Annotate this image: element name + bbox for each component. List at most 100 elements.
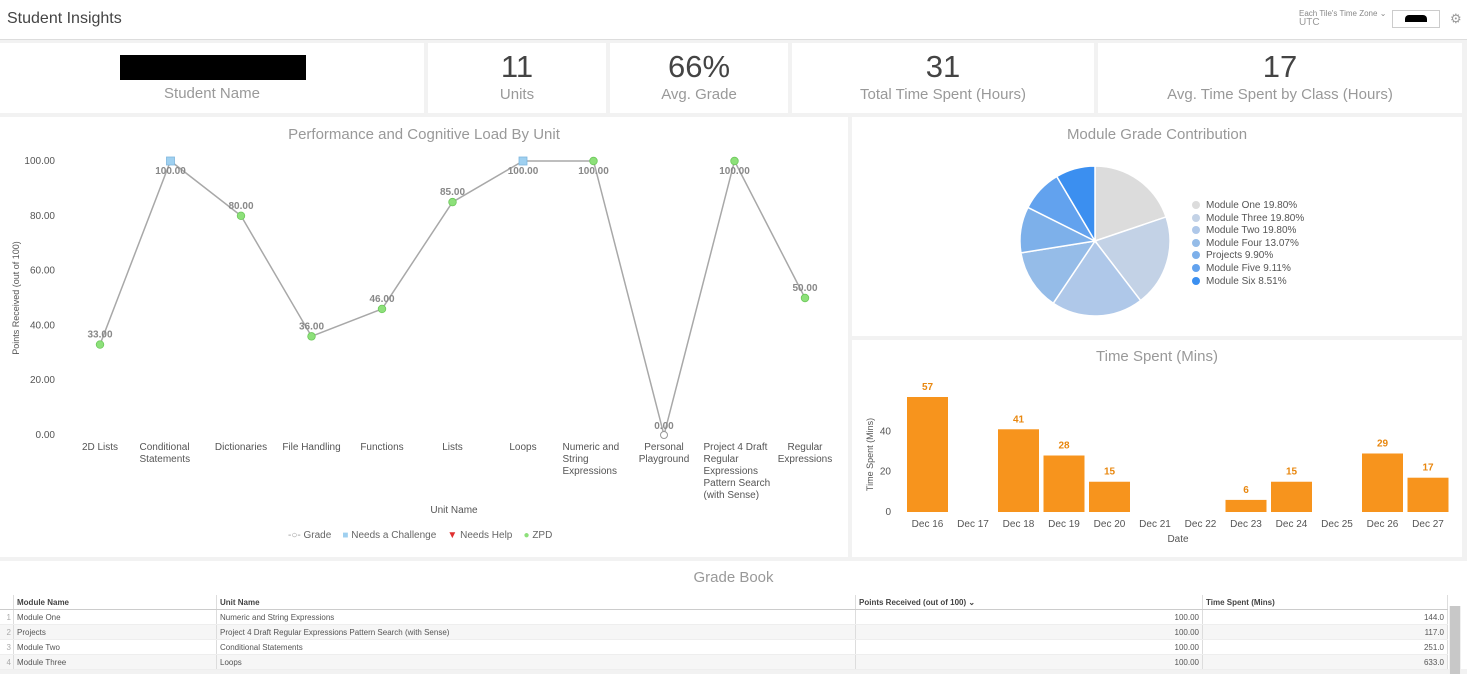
time-spent-bar-chart: 0 20 40 Time Spent (Mins) Date 57 Dec 16 Dec 17…	[865, 382, 1449, 545]
x-tick-label: Dec 20	[1094, 519, 1126, 530]
kpi-avg-grade: 66% Avg. Grade	[610, 43, 788, 113]
x-tick-label: Loops	[509, 442, 536, 453]
x-tick-label: Dec 19	[1048, 519, 1080, 530]
column-header-points[interactable]: Points Received (out of 100) ⌄	[855, 595, 1203, 610]
data-label: 0.00	[654, 421, 674, 432]
data-label: 100.00	[578, 166, 609, 177]
module-grade-pie-chart	[1019, 165, 1171, 317]
table-row[interactable]: 3 Module Two Conditional Statements 100.…	[0, 639, 1448, 655]
pie-legend-item[interactable]: Module Five 9.11%	[1192, 263, 1304, 276]
y-tick-label: 100.00	[24, 156, 55, 167]
cell-time: 117.0	[1202, 624, 1448, 640]
column-header-time[interactable]: Time Spent (Mins)	[1202, 595, 1448, 610]
x-tick-label: Numeric and	[563, 442, 620, 453]
legend-needs-help[interactable]: ▼ Needs Help	[447, 530, 513, 541]
performance-line-chart: 0.00 20.00 40.00 60.00 80.00 100.00 Points Rec…	[11, 156, 832, 516]
pie-legend-item[interactable]: Module Six 8.51%	[1192, 276, 1304, 289]
row-number: 2	[0, 624, 14, 640]
kpi-value: 31	[925, 49, 961, 84]
data-label: 36.00	[299, 321, 324, 332]
legend-grade[interactable]: -○- Grade	[288, 530, 332, 541]
x-tick-label: Playground	[639, 454, 690, 465]
column-header-module[interactable]: Module Name	[13, 595, 217, 610]
legend-label: Module Three 19.80%	[1206, 212, 1305, 224]
pie-legend-item[interactable]: Module Four 13.07%	[1192, 238, 1304, 251]
gear-icon[interactable]: ⚙	[1450, 11, 1462, 26]
pie-legend-item[interactable]: Module Two 19.80%	[1192, 225, 1304, 238]
x-tick-label: 2D Lists	[82, 442, 118, 453]
user-menu-button[interactable]	[1392, 10, 1440, 28]
gradebook-header-row: Module Name Unit Name Points Received (o…	[0, 595, 1448, 610]
data-label: 100.00	[155, 166, 186, 177]
cell-module: Module Two	[13, 639, 217, 655]
sort-down-icon[interactable]: ⌄	[968, 597, 976, 607]
kpi-label: Total Time Spent (Hours)	[860, 86, 1026, 103]
redacted-avatar	[1405, 15, 1427, 22]
x-tick-label: Dec 18	[1003, 519, 1035, 530]
scrollbar-thumb[interactable]	[1450, 606, 1460, 674]
bar	[1362, 453, 1403, 512]
x-tick-label: Personal	[644, 442, 683, 453]
x-tick-label: Dec 17	[957, 519, 989, 530]
legend-needs-challenge[interactable]: ■ Needs a Challenge	[342, 530, 437, 541]
pie-legend-item[interactable]: Module Three 19.80%	[1192, 213, 1304, 226]
data-label: 46.00	[369, 294, 394, 305]
data-label: 57	[922, 382, 934, 393]
cell-unit: Conditional Statements	[216, 639, 856, 655]
module-grade-title: Module Grade Contribution	[1066, 126, 1248, 143]
bar	[1407, 477, 1449, 512]
pie-slice	[1052, 239, 1142, 317]
y-tick-label: 0.00	[36, 430, 56, 441]
bar	[1225, 499, 1267, 512]
y-tick-label: 80.00	[30, 211, 55, 222]
data-point	[166, 156, 175, 166]
x-tick-label: (with Sense)	[704, 490, 760, 501]
legend-swatch	[1192, 201, 1200, 209]
pie-legend-item[interactable]: Projects 9.90%	[1192, 250, 1304, 263]
legend-swatch	[1192, 213, 1200, 222]
y-tick-label: 0	[885, 507, 891, 518]
redacted-student-name	[120, 55, 306, 80]
kpi-label: Student Name	[164, 85, 260, 102]
row-number: 3	[0, 639, 14, 655]
legend-zpd[interactable]: ● ZPD	[523, 530, 553, 541]
bar	[907, 397, 948, 512]
data-point	[660, 431, 668, 439]
gradebook-panel: Grade Book Module Name Unit Name Points …	[0, 561, 1467, 674]
table-row[interactable]: 1 Module One Numeric and String Expressi…	[0, 609, 1448, 625]
column-header-unit[interactable]: Unit Name	[216, 595, 856, 610]
data-label: 29	[1377, 438, 1389, 449]
data-label: 33.00	[87, 330, 112, 341]
data-label: 85.00	[440, 187, 465, 198]
table-row[interactable]: 4 Module Three Loops 100.00 633.0	[0, 654, 1448, 670]
data-label: 6	[1243, 485, 1249, 496]
y-axis-label: Time Spent (Mins)	[865, 418, 875, 491]
data-point	[307, 332, 316, 341]
kpi-avg-time-class: 17 Avg. Time Spent by Class (Hours)	[1098, 43, 1462, 113]
data-label: 17	[1422, 463, 1434, 474]
pie-slice	[1020, 239, 1097, 305]
x-tick-label: Conditional	[140, 442, 190, 453]
gradebook-scrollbar[interactable]	[1449, 606, 1461, 674]
pie-legend: Module One 19.80% Module Three 19.80% Modu…	[1192, 200, 1304, 288]
legend-label: Module Four 13.07%	[1206, 237, 1299, 249]
cell-time: 251.0	[1202, 639, 1448, 655]
pie-legend-item[interactable]: Module One 19.80%	[1192, 200, 1304, 213]
row-number: 1	[0, 609, 14, 625]
cell-module: Module One	[13, 609, 217, 625]
cell-module: Module Three	[13, 654, 217, 670]
timezone-selector[interactable]: Each Tile's Time Zone ⌄ UTC	[1299, 9, 1387, 28]
legend-label: Module Six 8.51%	[1206, 275, 1287, 287]
kpi-total-time: 31 Total Time Spent (Hours)	[792, 43, 1094, 113]
kpi-units: 11 Units	[428, 43, 606, 113]
x-tick-label: Dec 27	[1412, 519, 1444, 530]
table-row[interactable]: 2 Projects Project 4 Draft Regular Expre…	[0, 624, 1448, 640]
x-tick-label: String	[563, 454, 589, 465]
timezone-value: UTC	[1299, 17, 1320, 28]
data-point	[730, 156, 739, 166]
y-tick-label: 20.00	[30, 375, 55, 386]
top-bar: Student Insights Each Tile's Time Zone ⌄…	[0, 0, 1467, 40]
gradebook-title: Grade Book	[693, 569, 774, 586]
pie-slice	[1055, 165, 1096, 244]
chevron-down-icon: ⌄	[1379, 9, 1387, 18]
